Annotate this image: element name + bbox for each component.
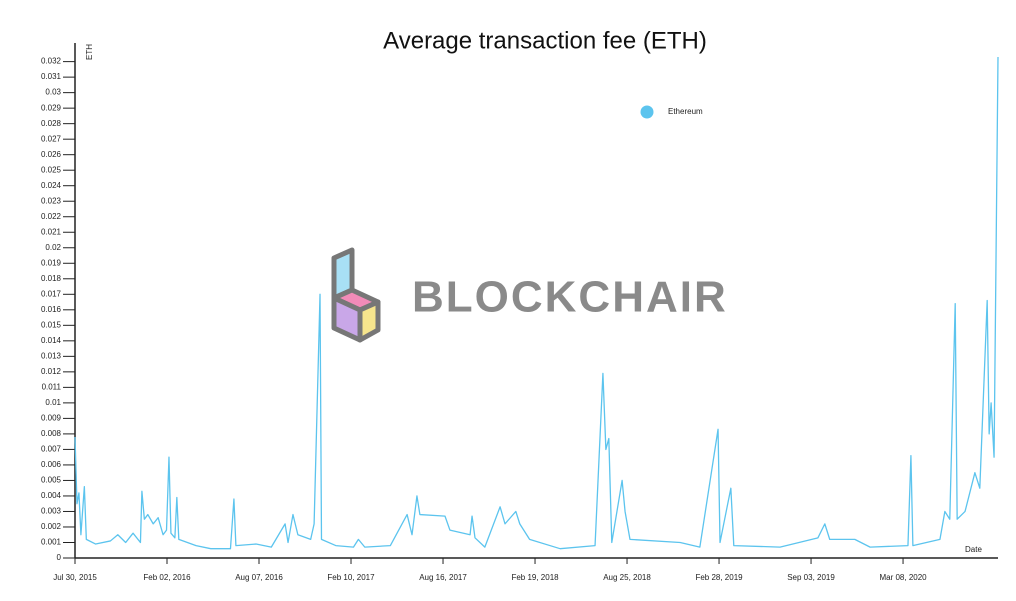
y-tick-label: 0.031 xyxy=(41,72,62,81)
y-tick-label: 0.027 xyxy=(41,134,62,143)
x-tick-label: Jul 30, 2015 xyxy=(53,573,97,582)
x-tick-label: Feb 19, 2018 xyxy=(511,573,559,582)
y-tick-label: 0.021 xyxy=(41,227,62,236)
y-tick-label: 0.015 xyxy=(41,320,62,329)
x-tick-label: Feb 02, 2016 xyxy=(143,573,191,582)
y-tick-label: 0.012 xyxy=(41,367,62,376)
x-tick-label: Feb 28, 2019 xyxy=(695,573,743,582)
y-tick-label: 0.018 xyxy=(41,274,62,283)
watermark-logo xyxy=(331,247,381,343)
data-line xyxy=(74,56,999,550)
y-tick-label: 0.006 xyxy=(41,460,62,469)
y-tick-label: 0.014 xyxy=(41,336,62,345)
y-tick-label: 0.029 xyxy=(41,103,62,112)
y-tick-label: 0.025 xyxy=(41,165,62,174)
y-tick-label: 0.011 xyxy=(42,382,62,391)
y-tick-label: 0 xyxy=(57,553,62,562)
y-tick-label: 0.026 xyxy=(41,150,62,159)
y-tick-label: 0.001 xyxy=(41,538,62,547)
y-tick-label: 0.017 xyxy=(41,289,62,298)
y-axis-label: ETH xyxy=(85,44,94,60)
y-tick-label: 0.01 xyxy=(45,398,61,407)
y-tick-label: 0.028 xyxy=(41,119,62,128)
x-tick-label: Aug 07, 2016 xyxy=(235,573,283,582)
x-tick-label: Aug 25, 2018 xyxy=(603,573,651,582)
y-tick-label: 0.032 xyxy=(41,57,62,66)
y-tick-label: 0.008 xyxy=(41,429,62,438)
y-tick-label: 0.009 xyxy=(41,414,62,423)
y-tick-label: 0.004 xyxy=(41,491,62,500)
y-tick-label: 0.007 xyxy=(41,445,62,454)
y-tick-label: 0.016 xyxy=(41,305,62,314)
x-tick-label: Mar 08, 2020 xyxy=(879,573,927,582)
y-tick-label: 0.019 xyxy=(41,258,62,267)
y-tick-label: 0.005 xyxy=(41,476,62,485)
y-tick-label: 0.02 xyxy=(45,243,61,252)
legend-label: Ethereum xyxy=(668,107,703,116)
watermark: BLOCKCHAIR xyxy=(412,273,728,322)
y-tick-label: 0.023 xyxy=(41,196,62,205)
y-tick-label: 0.013 xyxy=(41,351,62,360)
x-tick-label: Aug 16, 2017 xyxy=(419,573,467,582)
y-tick-label: 0.03 xyxy=(45,88,61,97)
legend-marker xyxy=(640,105,654,119)
x-tick-label: Sep 03, 2019 xyxy=(787,573,835,582)
y-tick-label: 0.024 xyxy=(41,181,62,190)
y-tick-label: 0.022 xyxy=(41,212,62,221)
y-tick-label: 0.002 xyxy=(41,522,62,531)
chart-title: Average transaction fee (ETH) xyxy=(383,27,707,54)
x-tick-label: Feb 10, 2017 xyxy=(327,573,375,582)
y-tick-label: 0.003 xyxy=(41,507,62,516)
x-axis-label: Date xyxy=(965,545,982,554)
